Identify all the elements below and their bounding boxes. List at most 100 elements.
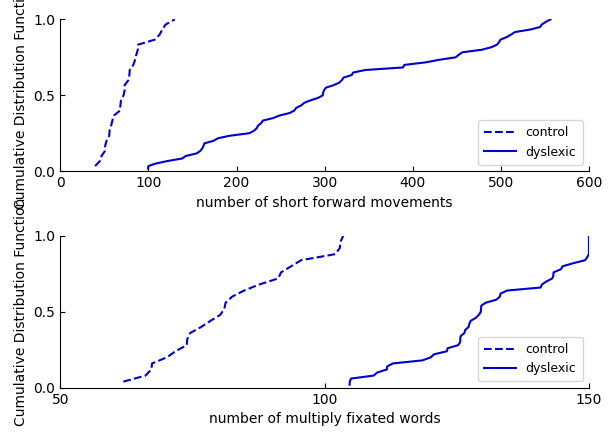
Line: control: control — [123, 236, 343, 381]
dyslexic — [477, 303, 485, 308]
control — [163, 355, 171, 360]
Line: dyslexic: dyslexic — [350, 236, 589, 385]
dyslexic — [496, 294, 504, 299]
control — [339, 233, 347, 238]
dyslexic — [585, 249, 593, 254]
control — [116, 103, 124, 108]
dyslexic — [383, 367, 391, 372]
dyslexic — [444, 345, 452, 351]
dyslexic — [383, 364, 391, 369]
control — [187, 330, 194, 336]
control — [171, 17, 179, 22]
control — [102, 143, 109, 149]
dyslexic — [557, 267, 564, 272]
control — [134, 42, 142, 48]
Line: control: control — [95, 19, 175, 166]
control — [288, 264, 295, 269]
control — [221, 306, 228, 312]
control — [126, 73, 133, 78]
dyslexic — [201, 141, 208, 146]
control — [275, 276, 282, 281]
control — [240, 288, 248, 293]
dyslexic — [585, 236, 593, 242]
dyslexic — [461, 327, 469, 333]
dyslexic — [475, 312, 482, 318]
control — [101, 148, 108, 154]
dyslexic — [569, 260, 577, 266]
control — [129, 62, 137, 68]
control — [91, 164, 99, 169]
control — [106, 128, 113, 133]
dyslexic — [543, 279, 550, 284]
dyslexic — [427, 355, 434, 360]
control — [148, 361, 156, 366]
control — [206, 318, 214, 323]
dyslexic — [466, 321, 473, 326]
control — [256, 282, 263, 287]
Legend: control, dyslexic: control, dyslexic — [478, 120, 583, 165]
dyslexic — [585, 233, 593, 238]
control — [132, 52, 140, 58]
dyslexic — [537, 285, 545, 290]
dyslexic — [456, 337, 464, 342]
control — [120, 93, 128, 98]
control — [117, 98, 124, 103]
control — [158, 27, 166, 32]
dyslexic — [348, 73, 355, 78]
dyslexic — [347, 376, 355, 381]
dyslexic — [559, 264, 566, 269]
dyslexic — [456, 340, 464, 345]
control — [142, 373, 149, 378]
control — [120, 379, 127, 384]
dyslexic — [346, 379, 354, 384]
dyslexic — [431, 352, 438, 357]
control — [331, 252, 339, 257]
dyslexic — [493, 297, 500, 302]
dyslexic — [419, 358, 426, 363]
control — [98, 154, 105, 159]
control — [134, 47, 142, 52]
Line: dyslexic: dyslexic — [148, 19, 551, 169]
dyslexic — [538, 282, 546, 287]
control — [222, 300, 229, 305]
dyslexic — [259, 118, 267, 123]
control — [148, 367, 155, 372]
dyslexic — [585, 246, 593, 251]
dyslexic — [373, 370, 381, 375]
dyslexic — [547, 17, 554, 22]
control — [124, 77, 132, 83]
control — [110, 113, 118, 118]
control — [156, 32, 163, 37]
control — [107, 123, 115, 128]
Y-axis label: Cumulative Distribution Function: Cumulative Distribution Function — [14, 0, 28, 209]
dyslexic — [583, 254, 591, 260]
dyslexic — [582, 257, 589, 263]
dyslexic — [503, 288, 511, 293]
dyslexic — [250, 128, 257, 133]
dyslexic — [472, 315, 479, 320]
dyslexic — [497, 291, 505, 296]
control — [184, 337, 191, 342]
dyslexic — [467, 318, 474, 323]
dyslexic — [585, 242, 593, 248]
control — [151, 37, 158, 42]
control — [116, 108, 124, 113]
dyslexic — [370, 373, 378, 378]
dyslexic — [477, 309, 485, 315]
control — [337, 239, 344, 245]
control — [103, 138, 110, 143]
control — [108, 118, 116, 123]
dyslexic — [585, 239, 593, 245]
dyslexic — [585, 252, 593, 257]
control — [105, 133, 113, 139]
dyslexic — [144, 166, 152, 171]
dyslexic — [465, 324, 472, 330]
control — [121, 88, 128, 93]
control — [298, 257, 305, 263]
control — [131, 57, 139, 62]
dyslexic — [550, 270, 557, 275]
control — [217, 312, 224, 318]
dyslexic — [270, 115, 277, 121]
dyslexic — [477, 306, 485, 312]
control — [172, 348, 179, 354]
